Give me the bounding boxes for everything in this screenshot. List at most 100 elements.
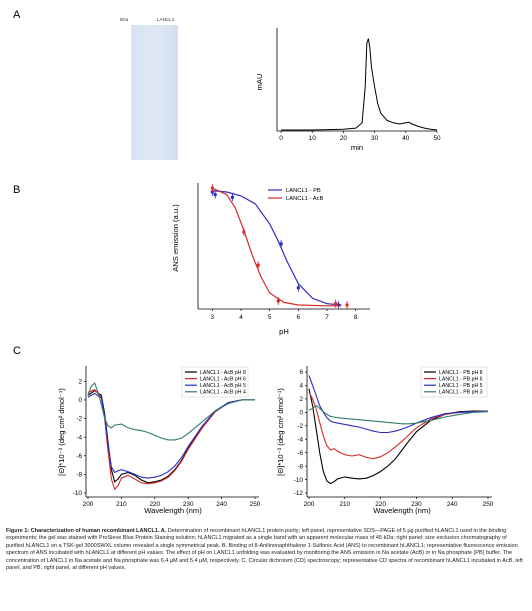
cd-y-tick-label: -10: [73, 490, 83, 497]
cd-legend-label: LANCL1 - AcB pH 4: [200, 390, 246, 396]
chromatogram-x-tick-label: 50: [433, 135, 441, 142]
chromatogram-x-tick-label: 0: [279, 135, 283, 142]
caption-head: Figure 1: Characterization of human reco…: [6, 528, 167, 534]
cd-pb-x-ticks: 200 210 220 230 240 250: [304, 497, 494, 508]
cd-x-tick-label: 210: [339, 501, 350, 508]
ans-x-tick-label: 3: [211, 314, 215, 321]
cd-y-tick-label: -2: [297, 423, 303, 430]
cd-y-tick-label: 0: [299, 410, 303, 417]
panel-c-letter: C: [13, 345, 21, 357]
cd-pb-y-ticks: -12 -10 -8 -6 -4 -2 0 2 4 6: [294, 369, 307, 497]
ans-data-point: [213, 193, 217, 197]
cd-y-tick-label: 4: [299, 383, 303, 390]
cd-y-tick-label: -2: [76, 416, 82, 423]
cd-pb-ylabel: [Θ]*10⁻³ (deg cm² dmol⁻¹): [276, 388, 285, 476]
cd-legend-label: LANCL1 - PB pH 8: [439, 370, 483, 376]
ans-x-tick-label: 6: [297, 314, 301, 321]
chromatogram-ylabel: mAU: [255, 74, 264, 91]
cd-x-tick-label: 250: [250, 501, 261, 508]
cd-x-tick-label: 240: [447, 501, 458, 508]
ans-x-tick-label: 7: [325, 314, 329, 321]
cd-y-tick-label: -8: [297, 463, 303, 470]
cd-legend-label: LANCL1 - PB pH 3: [439, 390, 483, 396]
cd-y-tick-label: 6: [299, 369, 303, 376]
cd-pb-xlabel: Wavelength (nm): [373, 506, 431, 515]
ans-data-point: [345, 303, 349, 307]
ans-x-tick-label: 8: [354, 314, 358, 321]
cd-legend-label: LANCL1 - AcB pH 5: [200, 383, 246, 389]
cd-legend-label: LANCL1 - PB pH 5: [439, 383, 483, 389]
ans-data-point: [230, 195, 234, 199]
ans-fit-curve: [212, 190, 342, 306]
cd-y-tick-label: -12: [294, 490, 304, 497]
ans-data-point: [296, 286, 300, 290]
cd-y-tick-label: -4: [76, 434, 82, 441]
ans-x-tick-label: 5: [268, 314, 272, 321]
cd-x-tick-label: 200: [83, 501, 94, 508]
cd-y-tick-label: -8: [76, 472, 82, 479]
cd-series-line: [308, 388, 488, 485]
cd-x-tick-label: 250: [483, 501, 494, 508]
cd-pb-chart: [Θ]*10⁻³ (deg cm² dmol⁻¹) Wavelength (nm…: [276, 366, 494, 515]
cd-pb-series: [308, 375, 489, 485]
cd-x-tick-label: 220: [375, 501, 386, 508]
chromatogram-trace: [281, 38, 438, 131]
panel-a-letter: A: [13, 9, 21, 21]
figure-caption: Figure 1: Characterization of human reco…: [6, 528, 526, 572]
cd-x-tick-label: 230: [411, 501, 422, 508]
ans-data-point: [256, 263, 260, 267]
chromatogram-xlabel: min: [351, 143, 363, 152]
cd-y-tick-label: 0: [78, 397, 82, 404]
cd-series-line: [308, 404, 489, 425]
cd-acb-series: [87, 382, 255, 491]
cd-series-line: [87, 389, 255, 491]
ans-legend: LANCL1 - PB LANCL1 - AcB: [268, 188, 324, 202]
sds-page-gel: kDa LANCL1 180135100756348352517: [120, 17, 178, 160]
cd-legend-label: LANCL1 - PB pH 6: [439, 376, 483, 382]
chromatogram-chart: mAU min 0 10 20 30 40 50: [255, 28, 441, 152]
gel-lane-label: LANCL1: [157, 17, 175, 22]
cd-y-tick-label: 2: [299, 396, 303, 403]
ans-data-point: [279, 242, 283, 246]
cd-y-tick-label: -6: [76, 453, 82, 460]
gel-background: [131, 25, 178, 160]
cd-y-tick-label: -6: [297, 450, 303, 457]
cd-y-tick-label: -4: [297, 436, 303, 443]
cd-acb-xlabel: Wavelength (nm): [144, 506, 202, 515]
cd-legend-label: LANCL1 - AcB pH 6: [200, 376, 246, 382]
ans-legend-label-pb: LANCL1 - PB: [286, 188, 321, 194]
ans-xlabel: pH: [279, 327, 289, 336]
cd-acb-ylabel: [Θ]*10⁻³ (deg cm² dmol⁻¹): [57, 388, 66, 476]
cd-y-tick-label: 2: [78, 379, 82, 386]
ans-data-point: [276, 299, 280, 303]
ans-series: [210, 183, 349, 310]
cd-x-tick-label: 200: [304, 501, 315, 508]
cd-acb-chart: [Θ]*10⁻³ (deg cm² dmol⁻¹) Wavelength (nm…: [57, 366, 261, 515]
panel-b-letter: B: [13, 184, 20, 196]
ans-x-ticks: 3 4 5 6 7 8: [211, 309, 358, 321]
cd-x-tick-label: 210: [116, 501, 127, 508]
chromatogram-x-tick-label: 10: [309, 135, 317, 142]
ans-fit-curve: [212, 187, 342, 307]
chromatogram-x-tick-label: 30: [371, 135, 379, 142]
chromatogram-x-tick-label: 40: [402, 135, 410, 142]
ans-ylabel: ANS emission (a.u.): [171, 204, 180, 272]
ans-x-tick-label: 4: [239, 314, 243, 321]
cd-legend-label: LANCL1 - AcB pH 8: [200, 370, 246, 376]
ans-data-point: [334, 302, 338, 306]
chromatogram-x-ticks: 0 10 20 30 40 50: [279, 131, 441, 142]
cd-acb-y-ticks: -10 -8 -6 -4 -2 0 2: [73, 379, 86, 497]
ans-data-point: [336, 303, 340, 307]
ans-data-point: [210, 186, 214, 190]
caption-body: Determination of recombinant hLANCL1 pro…: [6, 528, 523, 572]
cd-y-tick-label: -10: [294, 477, 304, 484]
ans-legend-label-acb: LANCL1 - AcB: [286, 196, 324, 202]
cd-x-tick-label: 230: [183, 501, 194, 508]
gel-kda-label: kDa: [120, 17, 129, 22]
cd-x-tick-label: 220: [149, 501, 160, 508]
cd-acb-x-ticks: 200 210 220 230 240 250: [83, 497, 261, 508]
cd-series-line: [87, 382, 255, 441]
chromatogram-x-tick-label: 20: [340, 135, 348, 142]
